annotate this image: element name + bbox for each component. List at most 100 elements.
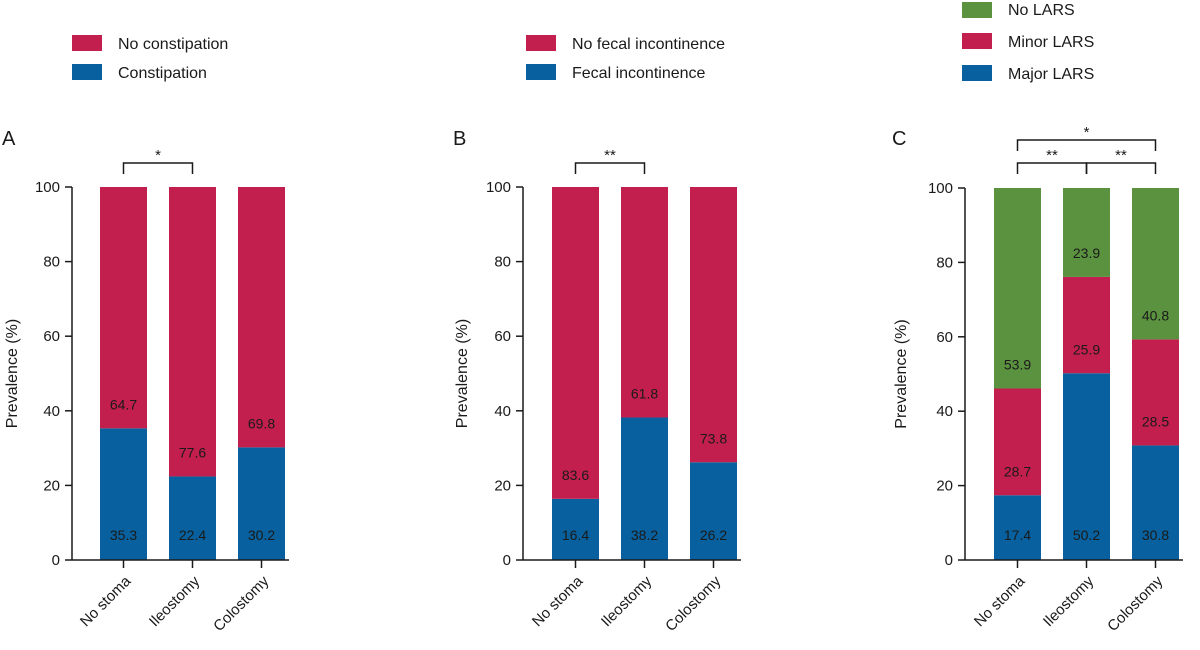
- panel-b-label-colostomy-no-fecal-incontinence: 73.8: [700, 430, 727, 446]
- panel-a-label-colostomy-no-constipation: 69.8: [248, 415, 275, 431]
- panel-c-bar-ileostomy-no-lars: [1063, 188, 1110, 277]
- panel-a-bar-ileostomy-no-constipation: [169, 187, 216, 477]
- panel-b-label-no-stoma-fecal-incontinence: 16.4: [562, 527, 589, 543]
- panel-a-bar-no-stoma-no-constipation: [100, 187, 147, 429]
- panel-a-y-tick-label-60: 60: [43, 328, 60, 345]
- panel-b-label-no-stoma-no-fecal-incontinence: 83.6: [562, 467, 589, 483]
- panel-b-y-axis-title: Prevalence (%): [454, 319, 471, 428]
- panel-a-label-colostomy-constipation: 30.2: [248, 527, 275, 543]
- panel-a-label-no-stoma-no-constipation: 64.7: [110, 396, 137, 412]
- panel-b-y-tick-label-0: 0: [503, 552, 511, 569]
- panel-c-bar-colostomy-no-lars: [1132, 188, 1179, 340]
- panel-a-y-tick-label-100: 100: [35, 179, 60, 196]
- panel-a-bar-ileostomy-constipation: [169, 476, 216, 560]
- panel-c-y-axis-title: Prevalence (%): [893, 319, 910, 428]
- panel-a-bar-no-stoma-constipation: [100, 428, 147, 560]
- panel-b-label-colostomy-fecal-incontinence: 26.2: [700, 527, 727, 543]
- panel-b-x-tick-label-no-stoma: No stoma: [529, 572, 587, 630]
- panel-c-significance-label-0: **: [1046, 147, 1058, 164]
- panel-a-bar-colostomy-constipation: [238, 447, 285, 560]
- panel-b-bar-colostomy-no-fecal-incontinence: [690, 187, 737, 463]
- panel-b-label-ileostomy-fecal-incontinence: 38.2: [631, 527, 658, 543]
- panel-a-x-tick-label-no-stoma: No stoma: [77, 572, 135, 630]
- legend-label-no-constipation: No constipation: [118, 36, 228, 53]
- legend-panel-b: No fecal incontinence Fecal incontinence: [526, 35, 725, 82]
- panel-c-label-no-stoma-major-lars: 17.4: [1004, 527, 1031, 543]
- panel-c-bar-colostomy-major-lars: [1132, 445, 1179, 560]
- legend-panel-c: No LARS Minor LARS Major LARS: [962, 2, 1094, 83]
- legend-label-major-lars: Major LARS: [1008, 66, 1094, 83]
- legend-label-no-fecal-incontinence: No fecal incontinence: [572, 36, 725, 53]
- panel-c-y-tick-label-40: 40: [936, 403, 953, 420]
- panel-b-y-tick-label-80: 80: [494, 254, 511, 271]
- panel-b-bar-ileostomy-no-fecal-incontinence: [621, 187, 668, 418]
- legend-label-fecal-incontinence: Fecal incontinence: [572, 65, 706, 82]
- panel-c-chart: C Prevalence (%) 17.4 28.7 53.9 50.2 25.9 23.9 3…: [892, 124, 1183, 635]
- panel-b-y-tick-label-60: 60: [494, 328, 511, 345]
- panel-a-chart: A Prevalence (%) 35.3 64.7 22.4 77.6 30.2 69.8 0…: [2, 128, 289, 635]
- panel-c-label-colostomy-no-lars: 40.8: [1142, 307, 1169, 323]
- legend-swatch-fecal-incontinence: [526, 64, 556, 80]
- legend-swatch-constipation: [72, 64, 102, 80]
- panel-b-significance-label-0: **: [604, 147, 616, 164]
- panel-c-y-tick-label-20: 20: [936, 478, 953, 495]
- panel-c-y-tick-label-100: 100: [928, 180, 953, 197]
- panel-a-x-tick-label-ileostomy: Ileostomy: [146, 572, 204, 630]
- panel-c-label-colostomy-minor-lars: 28.5: [1142, 413, 1169, 429]
- legend-swatch-no-fecal-incontinence: [526, 35, 556, 51]
- panel-c-label-no-stoma-minor-lars: 28.7: [1004, 463, 1031, 479]
- panel-b-significance-bracket-0: [574, 162, 646, 174]
- panel-c-label-ileostomy-major-lars: 50.2: [1073, 527, 1100, 543]
- legend-label-constipation: Constipation: [118, 65, 207, 82]
- panel-c-significance-bracket-1: [1085, 162, 1157, 174]
- panel-c-y-tick-label-60: 60: [936, 329, 953, 346]
- panel-a-bar-colostomy-no-constipation: [238, 187, 285, 448]
- legend-panel-a: No constipation Constipation: [72, 35, 228, 82]
- panel-c-bar-no-stoma-major-lars: [994, 495, 1041, 560]
- panel-b-letter: B: [453, 128, 466, 150]
- panel-b-y-tick-label-100: 100: [486, 179, 511, 196]
- panel-a-significance-bracket-0: [122, 162, 194, 174]
- panel-c-label-ileostomy-minor-lars: 25.9: [1073, 341, 1100, 357]
- panel-c-bar-colostomy-minor-lars: [1132, 339, 1179, 446]
- legend-label-no-lars: No LARS: [1008, 2, 1075, 19]
- panel-c-x-tick-label-no-stoma: No stoma: [971, 572, 1029, 630]
- panel-b-chart: B Prevalence (%) 16.4 83.6 38.2 61.8 26.2 73.8 0…: [453, 128, 741, 635]
- panel-c-bar-ileostomy-major-lars: [1063, 373, 1110, 560]
- panel-a-y-tick-label-20: 20: [43, 477, 60, 494]
- panel-b-bar-no-stoma-no-fecal-incontinence: [552, 187, 599, 499]
- panel-a-letter: A: [2, 128, 16, 150]
- legend-swatch-no-constipation: [72, 35, 102, 51]
- panel-c-bar-ileostomy-minor-lars: [1063, 276, 1110, 374]
- panel-b-bar-colostomy-fecal-incontinence: [690, 462, 737, 560]
- panel-c-significance-label-1: **: [1115, 147, 1127, 164]
- legend-swatch-major-lars: [962, 65, 992, 81]
- legend-swatch-minor-lars: [962, 33, 992, 49]
- panel-b-y-tick-label-40: 40: [494, 403, 511, 420]
- panel-c-bar-no-stoma-minor-lars: [994, 388, 1041, 496]
- panel-c-label-colostomy-major-lars: 30.8: [1142, 527, 1169, 543]
- panel-c-y-tick-label-80: 80: [936, 254, 953, 271]
- panel-a-label-ileostomy-no-constipation: 77.6: [179, 444, 206, 460]
- panel-a-y-tick-label-0: 0: [52, 552, 60, 569]
- panel-b-label-ileostomy-no-fecal-incontinence: 61.8: [631, 386, 658, 402]
- panel-c-letter: C: [892, 128, 906, 150]
- legend-swatch-no-lars: [962, 2, 992, 18]
- legend-label-minor-lars: Minor LARS: [1008, 34, 1094, 51]
- panel-b-x-tick-label-colostomy: Colostomy: [662, 572, 724, 634]
- panel-c-x-tick-label-colostomy: Colostomy: [1104, 572, 1166, 634]
- panel-b-x-tick-label-ileostomy: Ileostomy: [598, 572, 656, 630]
- panel-c-label-ileostomy-no-lars: 23.9: [1073, 245, 1100, 261]
- panel-a-y-tick-label-80: 80: [43, 254, 60, 271]
- panel-c-x-tick-label-ileostomy: Ileostomy: [1040, 572, 1098, 630]
- panel-b-bar-ileostomy-fecal-incontinence: [621, 417, 668, 560]
- panel-b-y-tick-label-20: 20: [494, 477, 511, 494]
- panel-a-significance-label-0: *: [155, 147, 161, 164]
- panel-a-label-ileostomy-constipation: 22.4: [179, 527, 206, 543]
- panel-a-x-tick-label-colostomy: Colostomy: [210, 572, 272, 634]
- panel-c-bar-no-stoma-no-lars: [994, 188, 1041, 389]
- panel-c-significance-bracket-2: [1016, 139, 1157, 151]
- panel-c-y-tick-label-0: 0: [945, 552, 953, 569]
- panel-b-bar-no-stoma-fecal-incontinence: [552, 498, 599, 560]
